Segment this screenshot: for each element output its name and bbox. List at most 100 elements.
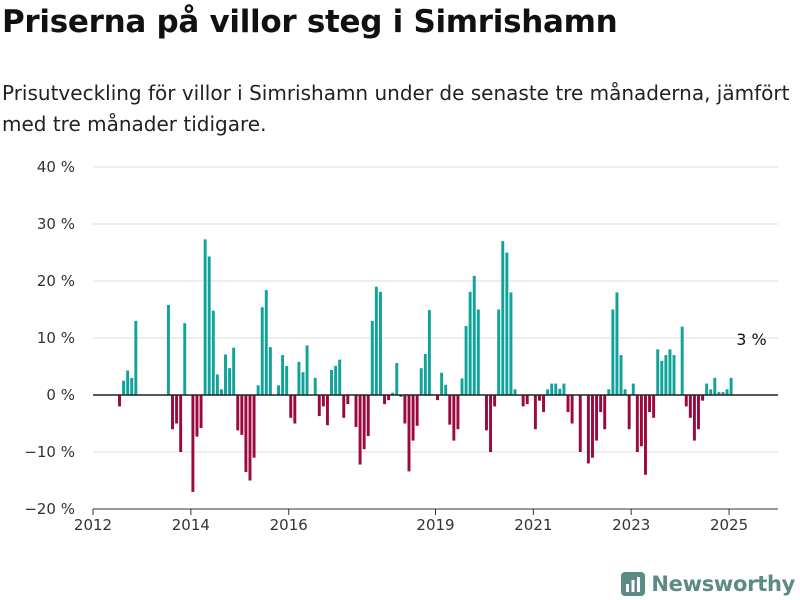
bar <box>366 395 370 437</box>
bar <box>627 395 631 430</box>
bar <box>134 320 138 395</box>
bar <box>562 383 566 395</box>
bar <box>611 309 615 395</box>
bar <box>656 349 660 395</box>
bar <box>171 395 174 430</box>
bar <box>521 395 525 407</box>
bar <box>346 395 350 405</box>
bar <box>383 395 387 405</box>
bar <box>268 347 272 395</box>
bar <box>578 395 582 452</box>
bar <box>648 395 652 413</box>
chart-title: Priserna på villor steg i Simrishamn <box>2 4 618 40</box>
bar <box>277 385 280 395</box>
bar <box>244 395 248 472</box>
bar <box>179 395 183 452</box>
bar <box>660 360 664 395</box>
bar <box>260 307 264 395</box>
x-tick-label: 2014 <box>172 516 210 532</box>
bar <box>615 292 619 395</box>
bar <box>566 395 570 413</box>
bar <box>301 372 305 395</box>
bar <box>538 395 541 401</box>
bar <box>415 395 419 426</box>
bar-chart: 40 % 30 % 20 % 10 % 0 % −10 % −20 %2012 2014 201… <box>24 158 778 532</box>
bar <box>489 395 493 452</box>
bar <box>619 355 623 395</box>
bar <box>713 377 717 395</box>
bar <box>419 368 423 395</box>
bar <box>591 395 594 458</box>
bar <box>680 326 684 395</box>
bar <box>464 326 468 395</box>
x-tick-label: 2019 <box>416 516 454 532</box>
bar <box>603 395 607 430</box>
bar <box>705 383 709 395</box>
bar <box>586 395 590 464</box>
bar <box>191 395 195 492</box>
bar <box>338 359 342 395</box>
bar <box>126 370 130 395</box>
bar <box>546 389 550 395</box>
bar <box>595 395 599 441</box>
bar <box>709 389 713 395</box>
bar <box>476 309 480 395</box>
bar <box>542 395 546 413</box>
bar <box>228 368 232 395</box>
bar <box>623 389 627 395</box>
bar <box>652 395 656 418</box>
bar <box>317 395 321 417</box>
bar <box>334 365 338 395</box>
bar <box>472 275 476 395</box>
bar <box>118 395 121 407</box>
bar <box>525 395 529 405</box>
bar <box>354 395 358 427</box>
tick-labels: 40 % 30 % 20 % 10 % 0 % −10 % −20 %2012 2014 201… <box>24 158 766 532</box>
bar <box>668 349 672 395</box>
y-tick-label: 40 % <box>37 158 75 176</box>
chart-subtitle: Prisutveckling för villor i Simrishamn u… <box>2 81 790 136</box>
bar <box>403 395 407 424</box>
bar <box>427 310 431 395</box>
bar <box>672 355 676 395</box>
bar <box>240 395 244 435</box>
bar <box>248 395 252 481</box>
bar <box>297 361 301 395</box>
bar <box>729 377 733 395</box>
newsworthy-brand[interactable]: Newsworthy <box>621 572 795 596</box>
bar <box>199 395 203 429</box>
bar <box>533 395 537 430</box>
bar <box>391 392 395 395</box>
bar <box>232 347 236 395</box>
bar <box>264 290 268 395</box>
bar <box>175 395 179 424</box>
bar <box>219 389 223 395</box>
bar <box>183 323 187 395</box>
bar <box>293 395 297 424</box>
newsworthy-logo-icon <box>621 572 646 596</box>
bar <box>639 395 643 447</box>
bar <box>697 395 700 430</box>
bar <box>399 395 403 397</box>
y-tick-label: 10 % <box>37 329 75 347</box>
x-tick-label: 2016 <box>270 516 308 532</box>
bar <box>554 383 558 395</box>
y-tick-label: 0 % <box>46 386 75 404</box>
bar <box>321 395 325 407</box>
bar <box>342 395 346 418</box>
bar <box>252 395 256 458</box>
bar <box>256 385 260 395</box>
bar <box>460 378 464 395</box>
bar <box>456 395 460 430</box>
bar <box>599 395 603 413</box>
bar <box>362 395 366 450</box>
bar <box>203 239 207 395</box>
bar <box>688 395 692 418</box>
bar <box>701 395 705 401</box>
bar <box>130 377 134 395</box>
bar <box>468 291 472 395</box>
bar <box>166 304 170 395</box>
bar <box>207 256 211 395</box>
bar <box>513 389 517 395</box>
bar <box>395 363 399 395</box>
